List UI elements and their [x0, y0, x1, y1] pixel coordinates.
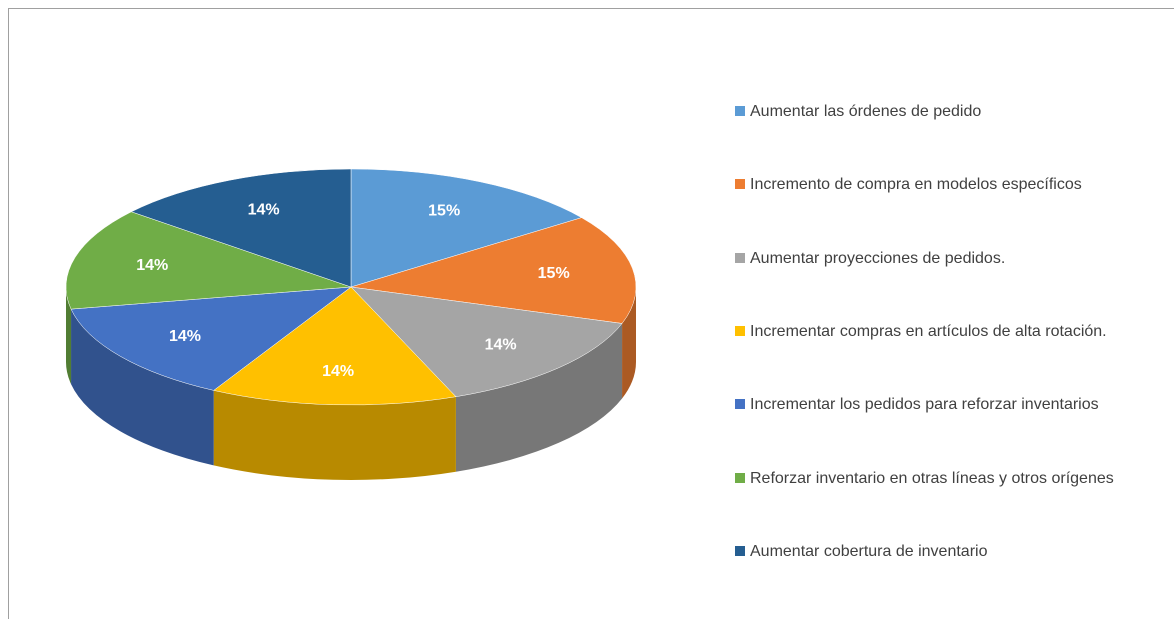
slice-side [455, 323, 623, 472]
slice-side [213, 390, 456, 480]
data-label: 15% [538, 265, 570, 282]
legend-swatch [735, 252, 745, 263]
legend-label: Aumentar las órdenes de pedido [750, 103, 982, 120]
slice-side [622, 287, 636, 399]
frame [8, 8, 1174, 619]
slice [350, 217, 637, 324]
data-label: 14% [485, 336, 517, 353]
legend-swatch [735, 179, 745, 190]
data-label: 14% [248, 201, 280, 218]
legend-swatch [735, 545, 745, 556]
legend-label: Reforzar inventario en otras líneas y ot… [750, 469, 1114, 487]
slice [65, 211, 352, 310]
slice-side [66, 287, 72, 385]
slice [350, 286, 623, 397]
slice [70, 286, 352, 391]
data-label: 15% [428, 203, 460, 220]
legend-item: Incremento de compra en modelos específi… [735, 173, 1120, 196]
legend-item: Reforzar inventario en otras líneas y ot… [735, 467, 1120, 490]
slice [130, 168, 352, 288]
slice-side [71, 309, 214, 466]
legend-item: Aumentar proyecciones de pedidos. [735, 247, 1120, 270]
legend-label: Aumentar cobertura de inventario [750, 542, 988, 560]
data-label: 14% [169, 328, 201, 345]
slice [213, 286, 457, 406]
legend-label: Incrementar compras en artículos de alta… [750, 322, 1107, 340]
slice [350, 168, 583, 288]
legend-item: Incrementar los pedidos para reforzar in… [735, 393, 1120, 416]
legend-item: Aumentar las órdenes de pedido [735, 100, 1120, 123]
data-label: 14% [322, 363, 354, 380]
legend-label: Aumentar proyecciones de pedidos. [750, 249, 1006, 267]
legend-swatch [735, 399, 745, 410]
legend-label: Incremento de compra en modelos específi… [750, 176, 1082, 194]
legend-swatch [735, 472, 745, 483]
legend-item: Aumentar cobertura de inventario [735, 540, 1120, 563]
data-label: 14% [136, 257, 168, 274]
legend-item: Incrementar compras en artículos de alta… [735, 320, 1120, 343]
legend-swatch [735, 325, 745, 336]
legend-label: Incrementar los pedidos para reforzar in… [750, 396, 1099, 414]
legend-swatch [735, 106, 745, 116]
